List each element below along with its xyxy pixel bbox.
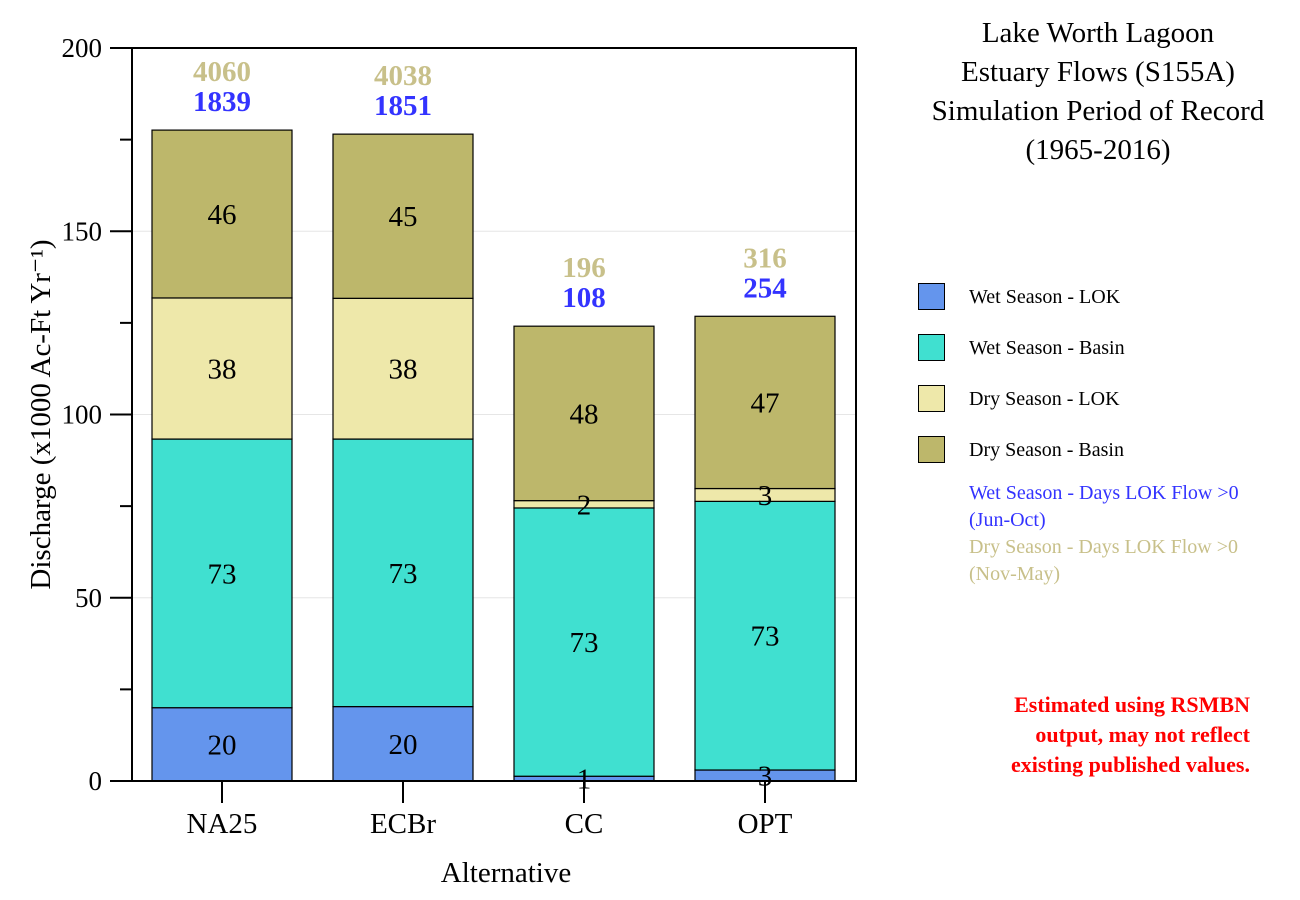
title-line: Estuary Flows (S155A): [961, 56, 1235, 88]
y-tick-label: 50: [75, 583, 102, 613]
legend-swatch: [918, 436, 945, 463]
x-axis-label: Alternative: [441, 857, 571, 889]
title-line: Simulation Period of Record: [931, 95, 1265, 127]
title-line: (1965-2016): [1025, 134, 1171, 166]
bar-segment: [513, 325, 655, 502]
legend-note-wet-text: Wet Season - Days LOK Flow >0: [969, 482, 1239, 504]
dry-days-label: 316: [743, 242, 787, 274]
legend-note-dry: Dry Season - Days LOK Flow >0 (Nov-May): [969, 534, 1298, 588]
bar-segment: [332, 438, 474, 708]
title-line: Lake Worth Lagoon: [981, 17, 1215, 49]
segment-label: 73: [570, 627, 599, 659]
dry-days-label: 4038: [374, 60, 432, 92]
legend-label: Wet Season - Basin: [969, 337, 1125, 359]
x-tick-label: ECBr: [370, 808, 436, 840]
legend-item: Dry Season - LOK: [918, 384, 1298, 435]
segment-label: 73: [208, 558, 237, 590]
legend-note-dry-text: Dry Season - Days LOK Flow >0: [969, 536, 1239, 558]
legend-swatch: [918, 385, 945, 412]
segment-label: 20: [389, 729, 418, 761]
segment-label: 73: [751, 621, 780, 653]
disclaimer-line: Estimated using RSMBN: [1014, 692, 1250, 717]
segment-labels-group: 20 73 38 46 20 73 38 45 1 73 2 48 3 73 3 47: [208, 199, 780, 796]
segment-label: 73: [389, 558, 418, 590]
dry-days-label: 4060: [193, 56, 251, 88]
segment-label: 38: [208, 354, 237, 386]
disclaimer-note: Estimated using RSMBN output, may not re…: [930, 690, 1250, 780]
segment-label: 47: [751, 387, 780, 419]
legend-label: Dry Season - LOK: [969, 388, 1120, 410]
legend-label: Dry Season - Basin: [969, 439, 1124, 461]
wet-days-label: 108: [562, 282, 606, 314]
segment-label: 1: [577, 764, 592, 796]
bar-segment: [151, 707, 293, 782]
legend: Wet Season - LOK Wet Season - Basin Dry …: [918, 282, 1298, 588]
segment-label: 2: [577, 489, 592, 521]
legend-note-wet-sub: (Jun-Oct): [969, 509, 1046, 531]
y-tick-label: 0: [89, 766, 103, 796]
x-tick-label: OPT: [738, 808, 793, 840]
y-axis-label: Discharge (x1000 Ac-Ft Yr⁻¹): [25, 239, 57, 589]
bar-segment: [332, 133, 474, 299]
legend-label: Wet Season - LOK: [969, 286, 1121, 308]
segment-label: 48: [570, 398, 599, 430]
wet-days-label: 254: [743, 272, 787, 304]
wet-days-label: 1851: [374, 90, 432, 122]
bar-segment: [694, 315, 836, 490]
segment-label: 45: [389, 201, 418, 233]
bar-segment: [332, 297, 474, 440]
bar-segment: [151, 297, 293, 440]
y-tick-label: 100: [62, 400, 103, 430]
legend-swatch: [918, 283, 945, 310]
segment-label: 46: [208, 199, 237, 231]
legend-item: Wet Season - Basin: [918, 333, 1298, 384]
bar-segment: [151, 129, 293, 299]
segment-label: 3: [758, 480, 773, 512]
segment-label: 38: [389, 354, 418, 386]
bars-group: [151, 129, 836, 782]
legend-swatch: [918, 334, 945, 361]
disclaimer-line: existing published values.: [1010, 752, 1250, 777]
segment-label: 3: [758, 761, 773, 793]
legend-note-dry-sub: (Nov-May): [969, 563, 1061, 585]
legend-item: Wet Season - LOK: [918, 282, 1298, 333]
x-tick-label: CC: [565, 808, 604, 840]
segment-label: 20: [208, 729, 237, 761]
wet-days-label: 1839: [193, 86, 251, 118]
y-tick-label: 150: [62, 216, 103, 246]
legend-note-wet: Wet Season - Days LOK Flow >0 (Jun-Oct): [969, 480, 1298, 534]
y-tick-label: 200: [62, 33, 103, 63]
chart-title: Lake Worth Lagoon Estuary Flows (S155A) …: [900, 14, 1296, 170]
legend-item: Dry Season - Basin: [918, 435, 1298, 486]
axes-group: 0 50 100 150 200 NA25 ECBr CC OPT: [62, 33, 793, 840]
x-tick-label: NA25: [187, 808, 258, 840]
dry-days-label: 196: [562, 252, 606, 284]
bar-segment: [694, 500, 836, 771]
disclaimer-line: output, may not reflect: [1035, 722, 1250, 747]
bar-segment: [513, 507, 655, 777]
